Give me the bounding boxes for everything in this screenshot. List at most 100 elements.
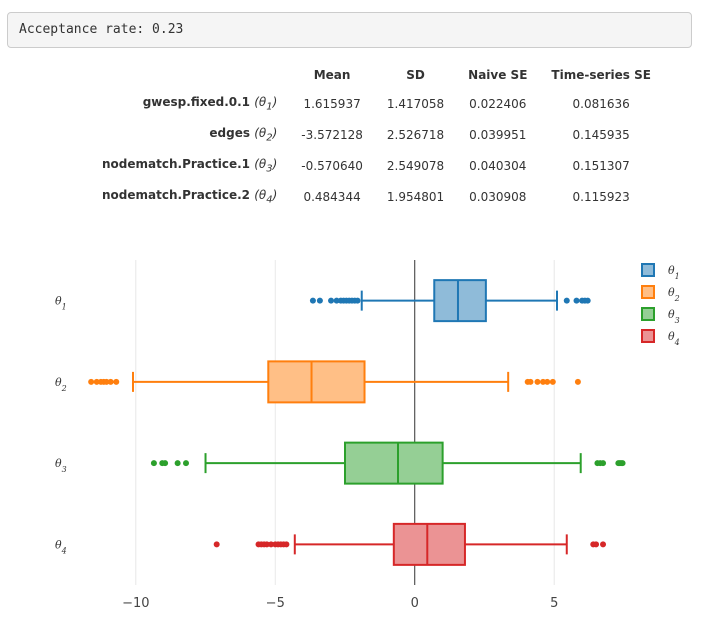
cell-mean: 1.615937	[303, 96, 361, 111]
row-name: gwesp.fixed.0.1 (θ1)	[90, 88, 289, 119]
outlier-point	[593, 541, 600, 548]
legend-label: θ3	[668, 308, 680, 325]
outlier-point	[563, 297, 570, 304]
outlier-point	[584, 297, 591, 304]
legend-item: θ1	[641, 263, 680, 281]
outlier-point	[619, 460, 626, 467]
outlier-point	[573, 297, 580, 304]
table-header-mean: Mean	[313, 68, 351, 82]
outlier-point	[150, 460, 157, 467]
summary-table: Mean SD Naive SE Time-series SE gwesp.fi…	[90, 62, 663, 212]
outlier-point	[527, 378, 534, 385]
cell-ts-se: 0.115923	[572, 189, 630, 204]
row-symbol: (θ3)	[254, 156, 278, 175]
outlier-point	[93, 378, 100, 385]
outlier-point	[600, 460, 607, 467]
x-axis: −10 −5 0 5	[122, 596, 558, 611]
legend-swatch	[641, 307, 655, 321]
table-row: nodematch.Practice.1 (θ3) -0.570640 2.54…	[90, 150, 663, 181]
table-header-blank	[90, 62, 289, 88]
outlier-point	[263, 541, 270, 548]
outlier-point	[88, 378, 95, 385]
row-name: nodematch.Practice.2 (θ4)	[90, 181, 289, 212]
row-term: gwesp.fixed.0.1	[142, 94, 251, 109]
cell-naive-se: 0.030908	[469, 189, 527, 204]
row-symbol: (θ4)	[254, 187, 278, 206]
legend: θ1 θ2 θ3 θ4	[641, 263, 680, 347]
outlier-point	[540, 378, 547, 385]
outlier-point	[574, 378, 581, 385]
x-tick-label: −5	[266, 596, 285, 611]
outlier-point	[162, 460, 169, 467]
iqr-box	[392, 522, 466, 566]
outlier-point	[107, 378, 114, 385]
y-tick-label: θ4	[55, 538, 67, 555]
y-tick-label: θ1	[55, 295, 67, 312]
x-tick-label: 5	[550, 596, 558, 611]
box-series-2	[88, 360, 581, 404]
cell-sd: 2.526718	[386, 127, 445, 142]
legend-swatch	[641, 263, 655, 277]
outlier-point	[283, 541, 290, 548]
row-name: nodematch.Practice.1 (θ3)	[90, 150, 289, 181]
outlier-point	[544, 378, 551, 385]
cell-naive-se: 0.022406	[469, 96, 527, 111]
outlier-point	[103, 378, 110, 385]
outlier-point	[328, 297, 335, 304]
boxplot-chart: −10 −5 0 5 θ1 θ2 θ3 θ4 θ1 θ2 θ3 θ4	[55, 260, 680, 611]
table-header-naive-se: Naive SE	[468, 68, 528, 82]
legend-swatch	[641, 329, 655, 343]
cell-sd: 2.549078	[386, 158, 445, 173]
outlier-point	[213, 541, 220, 548]
outlier-point	[183, 460, 189, 467]
outlier-point	[316, 297, 323, 304]
table-header-ts-se: Time-series SE	[551, 68, 651, 82]
y-tick-label: θ3	[55, 457, 67, 474]
box-series-3	[150, 441, 626, 485]
cell-ts-se: 0.151307	[572, 158, 630, 173]
box-layer	[88, 279, 626, 566]
cell-mean: 0.484344	[303, 189, 361, 204]
outlier-point	[174, 460, 181, 467]
box-series-4	[213, 522, 607, 566]
outlier-point	[333, 297, 340, 304]
cell-mean: -0.570640	[301, 158, 363, 173]
legend-item: θ2	[641, 285, 680, 303]
outlier-point	[268, 541, 275, 548]
grid-layer	[135, 260, 555, 585]
row-term: nodematch.Practice.1	[102, 156, 251, 171]
cell-ts-se: 0.081636	[572, 96, 630, 111]
y-axis: θ1 θ2 θ3 θ4	[55, 295, 67, 555]
cell-mean: -3.572128	[301, 127, 363, 142]
table-row: edges (θ2) -3.572128 2.526718 0.039951 0…	[90, 119, 663, 150]
legend-label: θ1	[668, 264, 680, 281]
y-tick-label: θ2	[55, 376, 67, 393]
outlier-point	[309, 297, 316, 304]
outlier-point	[549, 378, 556, 385]
outlier-point	[354, 297, 361, 304]
row-symbol: (θ2)	[254, 125, 278, 144]
legend-swatch	[641, 285, 655, 299]
outlier-point	[600, 541, 607, 548]
legend-item: θ4	[641, 329, 680, 347]
box-series-1	[309, 279, 591, 323]
cell-sd: 1.417058	[386, 96, 445, 111]
cell-naive-se: 0.039951	[469, 127, 527, 142]
cell-naive-se: 0.040304	[469, 158, 527, 173]
row-term: edges	[209, 125, 251, 140]
table-header-sd: SD	[406, 68, 425, 82]
iqr-box	[433, 279, 487, 323]
outlier-point	[534, 378, 541, 385]
row-term: nodematch.Practice.2	[102, 187, 251, 202]
iqr-box	[344, 441, 444, 485]
table-row: nodematch.Practice.2 (θ4) 0.484344 1.954…	[90, 181, 663, 212]
legend-label: θ2	[668, 286, 680, 303]
table-row: gwesp.fixed.0.1 (θ1) 1.615937 1.417058 0…	[90, 88, 663, 119]
x-tick-label: 0	[411, 596, 419, 611]
outlier-point	[113, 378, 120, 385]
legend-label: θ4	[668, 330, 680, 347]
iqr-box	[267, 360, 366, 404]
x-tick-label: −10	[122, 596, 149, 611]
table-header-row: Mean SD Naive SE Time-series SE	[90, 62, 663, 88]
row-symbol: (θ1)	[254, 94, 278, 113]
